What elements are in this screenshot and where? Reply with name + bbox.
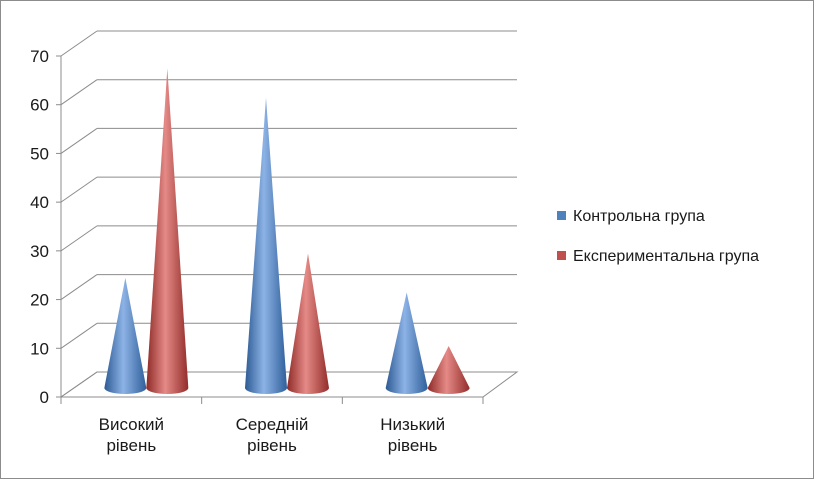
y-tick-label: 50 [30, 144, 49, 163]
gridline-diag [60, 79, 98, 106]
axis-labels: 0 10 20 30 40 50 60 70 Високий рівень Середній ріве… [30, 47, 445, 455]
gridline-diag [60, 176, 98, 203]
gridline-diag [60, 225, 98, 252]
y-tick-label: 60 [30, 96, 49, 115]
legend-swatch [557, 251, 566, 260]
legend-label: Експериментальна група [573, 248, 759, 265]
gridline-diag [60, 274, 98, 300]
cone-body [104, 277, 147, 394]
gridline-diag [60, 30, 98, 57]
cone-series [104, 68, 470, 394]
y-tick-label: 20 [30, 291, 49, 310]
x-tick-label: Середній рівень [236, 415, 309, 455]
cone-mark [385, 292, 428, 394]
cone-body [146, 68, 189, 394]
x-tick-label: Високий рівень [99, 415, 164, 455]
gridline-diag [60, 322, 98, 349]
legend-label: Контрольна група [573, 208, 705, 225]
cone-body [287, 253, 329, 394]
y-tick-label: 0 [40, 388, 49, 407]
cone-mark [146, 68, 189, 394]
axes [56, 55, 484, 404]
legend: Контрольна група Експериментальна група [557, 208, 759, 265]
gridline-diag [60, 128, 98, 154]
cone-body [427, 346, 470, 394]
cone-body [245, 97, 287, 394]
cone-mark [104, 277, 147, 394]
cone-mark [427, 346, 470, 394]
y-tick-label: 30 [30, 242, 49, 261]
x-tick-label: Низький рівень [380, 415, 445, 455]
cone-mark [245, 97, 287, 394]
y-tick-label: 10 [30, 339, 49, 358]
gridline-diag [60, 371, 98, 398]
y-tick-label: 40 [30, 193, 49, 212]
cone-mark [287, 253, 329, 394]
legend-swatch [557, 211, 566, 220]
y-tick-label: 70 [30, 47, 49, 66]
cone-body [385, 292, 428, 394]
